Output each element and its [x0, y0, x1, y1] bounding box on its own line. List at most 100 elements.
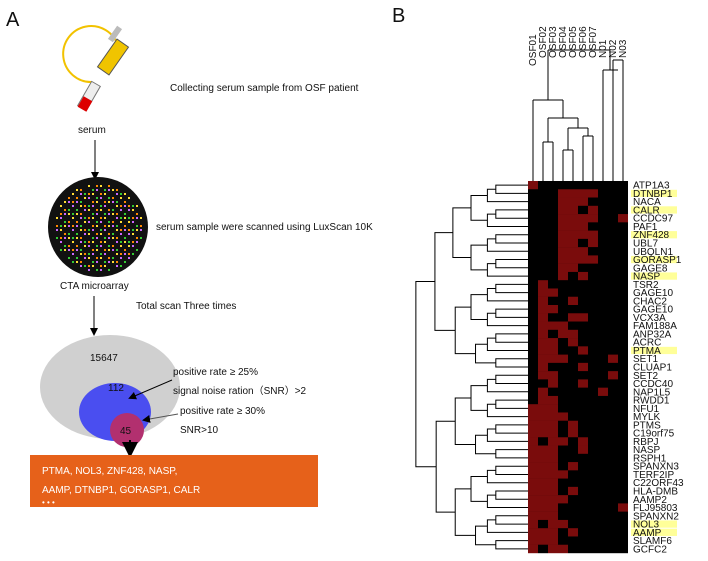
- array-spot: [64, 245, 66, 247]
- heatmap-cell: [568, 404, 578, 413]
- heatmap-cell: [558, 255, 568, 264]
- array-spot: [116, 253, 118, 255]
- array-spot: [108, 269, 110, 271]
- column-label: N02: [608, 39, 619, 58]
- array-spot: [120, 245, 122, 247]
- heatmap-cell: [578, 313, 588, 322]
- array-spot: [96, 269, 98, 271]
- array-spot: [100, 245, 102, 247]
- heatmap-cell: [588, 181, 598, 190]
- heatmap-cell: [538, 519, 548, 529]
- heatmap-cell: [588, 379, 598, 388]
- array-spot: [76, 225, 78, 227]
- column-dendrogram: [532, 49, 624, 181]
- heatmap-cell: [528, 280, 538, 289]
- heatmap-cell: [548, 205, 558, 215]
- heatmap-cell: [618, 536, 628, 545]
- array-spot: [64, 237, 66, 239]
- heatmap-cell: [568, 519, 578, 529]
- array-spot: [120, 209, 122, 211]
- array-spot: [112, 221, 114, 223]
- heatmap-cell: [528, 271, 538, 281]
- heatmap-cell: [588, 395, 598, 405]
- heatmap-cell: [568, 395, 578, 405]
- heatmap-cell: [538, 338, 548, 347]
- heatmap-cell: [598, 544, 608, 554]
- heatmap-cell: [588, 346, 598, 355]
- result-text: PTMA, NOL3, ZNF428, NASP,: [42, 466, 177, 477]
- row-label: ANP32A: [633, 329, 672, 340]
- heatmap-cell: [538, 495, 548, 504]
- heatmap-cell: [608, 346, 618, 355]
- heatmap-cell: [568, 222, 578, 231]
- heatmap-cell: [528, 437, 538, 446]
- heatmap-cell: [548, 371, 558, 380]
- heatmap-cell: [538, 288, 548, 297]
- array-spot: [100, 269, 102, 271]
- array-spot: [80, 225, 82, 227]
- heatmap-cell: [588, 544, 598, 554]
- row-label: GAGE10: [633, 288, 673, 299]
- heatmap-cell: [618, 296, 628, 306]
- heatmap-cell: [608, 230, 618, 240]
- array-spot: [76, 197, 78, 199]
- heatmap-cell: [568, 313, 578, 322]
- heatmap-cell: [578, 478, 588, 488]
- dendrogram-link: [470, 476, 488, 502]
- arrow: [142, 413, 179, 423]
- array-spot: [84, 257, 86, 259]
- heatmap-cell: [618, 395, 628, 405]
- array-spot: [108, 221, 110, 223]
- heatmap-cell: [548, 305, 558, 314]
- array-spot: [128, 209, 130, 211]
- array-spot: [80, 261, 82, 263]
- heatmap-cell: [558, 313, 568, 322]
- array-spot: [124, 261, 126, 263]
- array-spot: [108, 201, 110, 203]
- array-spot: [100, 221, 102, 223]
- heatmap-cell: [578, 230, 588, 240]
- array-spot: [64, 221, 66, 223]
- array-spot: [88, 205, 90, 207]
- array-spot: [92, 249, 94, 251]
- heatmap-cell: [608, 362, 618, 372]
- heatmap-cell: [618, 214, 628, 223]
- heatmap-cell: [538, 445, 548, 454]
- column-label: OSF02: [538, 26, 549, 58]
- heatmap-cell: [548, 338, 558, 347]
- row-label: UBQLN1: [633, 247, 673, 258]
- heatmap-cell: [558, 189, 568, 198]
- heatmap-cell: [558, 519, 568, 529]
- heatmap-cell: [548, 238, 558, 248]
- heatmap-cell: [598, 412, 608, 421]
- heatmap-cell: [588, 412, 598, 421]
- heatmap-cell: [578, 296, 588, 306]
- array-spot: [64, 213, 66, 215]
- heatmap-cell: [608, 321, 618, 330]
- row-label: FAM188A: [633, 321, 677, 332]
- heatmap-cell: [578, 280, 588, 289]
- heatmap-cell: [568, 495, 578, 504]
- array-text: CTA microarray: [60, 281, 129, 292]
- array-spot: [72, 261, 74, 263]
- array-spot: [104, 193, 106, 195]
- heatmap-cell: [558, 462, 568, 471]
- step-text: Total scan Three times: [136, 301, 236, 312]
- row-label: RSPH1: [633, 453, 667, 464]
- heatmap-cell: [548, 445, 558, 454]
- dendrogram-link: [495, 515, 528, 525]
- array-spot: [96, 209, 98, 211]
- heatmap-cell: [568, 429, 578, 438]
- heatmap-cell: [588, 230, 598, 240]
- array-spot: [88, 265, 90, 267]
- heatmap-cell: [618, 495, 628, 504]
- heatmap-cell: [598, 528, 608, 537]
- heatmap-cell: [598, 305, 608, 314]
- heatmap-cell: [528, 379, 538, 388]
- heatmap-cell: [558, 486, 568, 496]
- result-text: AAMP, DTNBP1, GORASP1, CALR: [42, 485, 200, 496]
- row-label: ACRC: [633, 338, 661, 349]
- dendrogram-link: [495, 465, 528, 475]
- heatmap-cell: [568, 338, 578, 347]
- heatmap-cell: [598, 230, 608, 240]
